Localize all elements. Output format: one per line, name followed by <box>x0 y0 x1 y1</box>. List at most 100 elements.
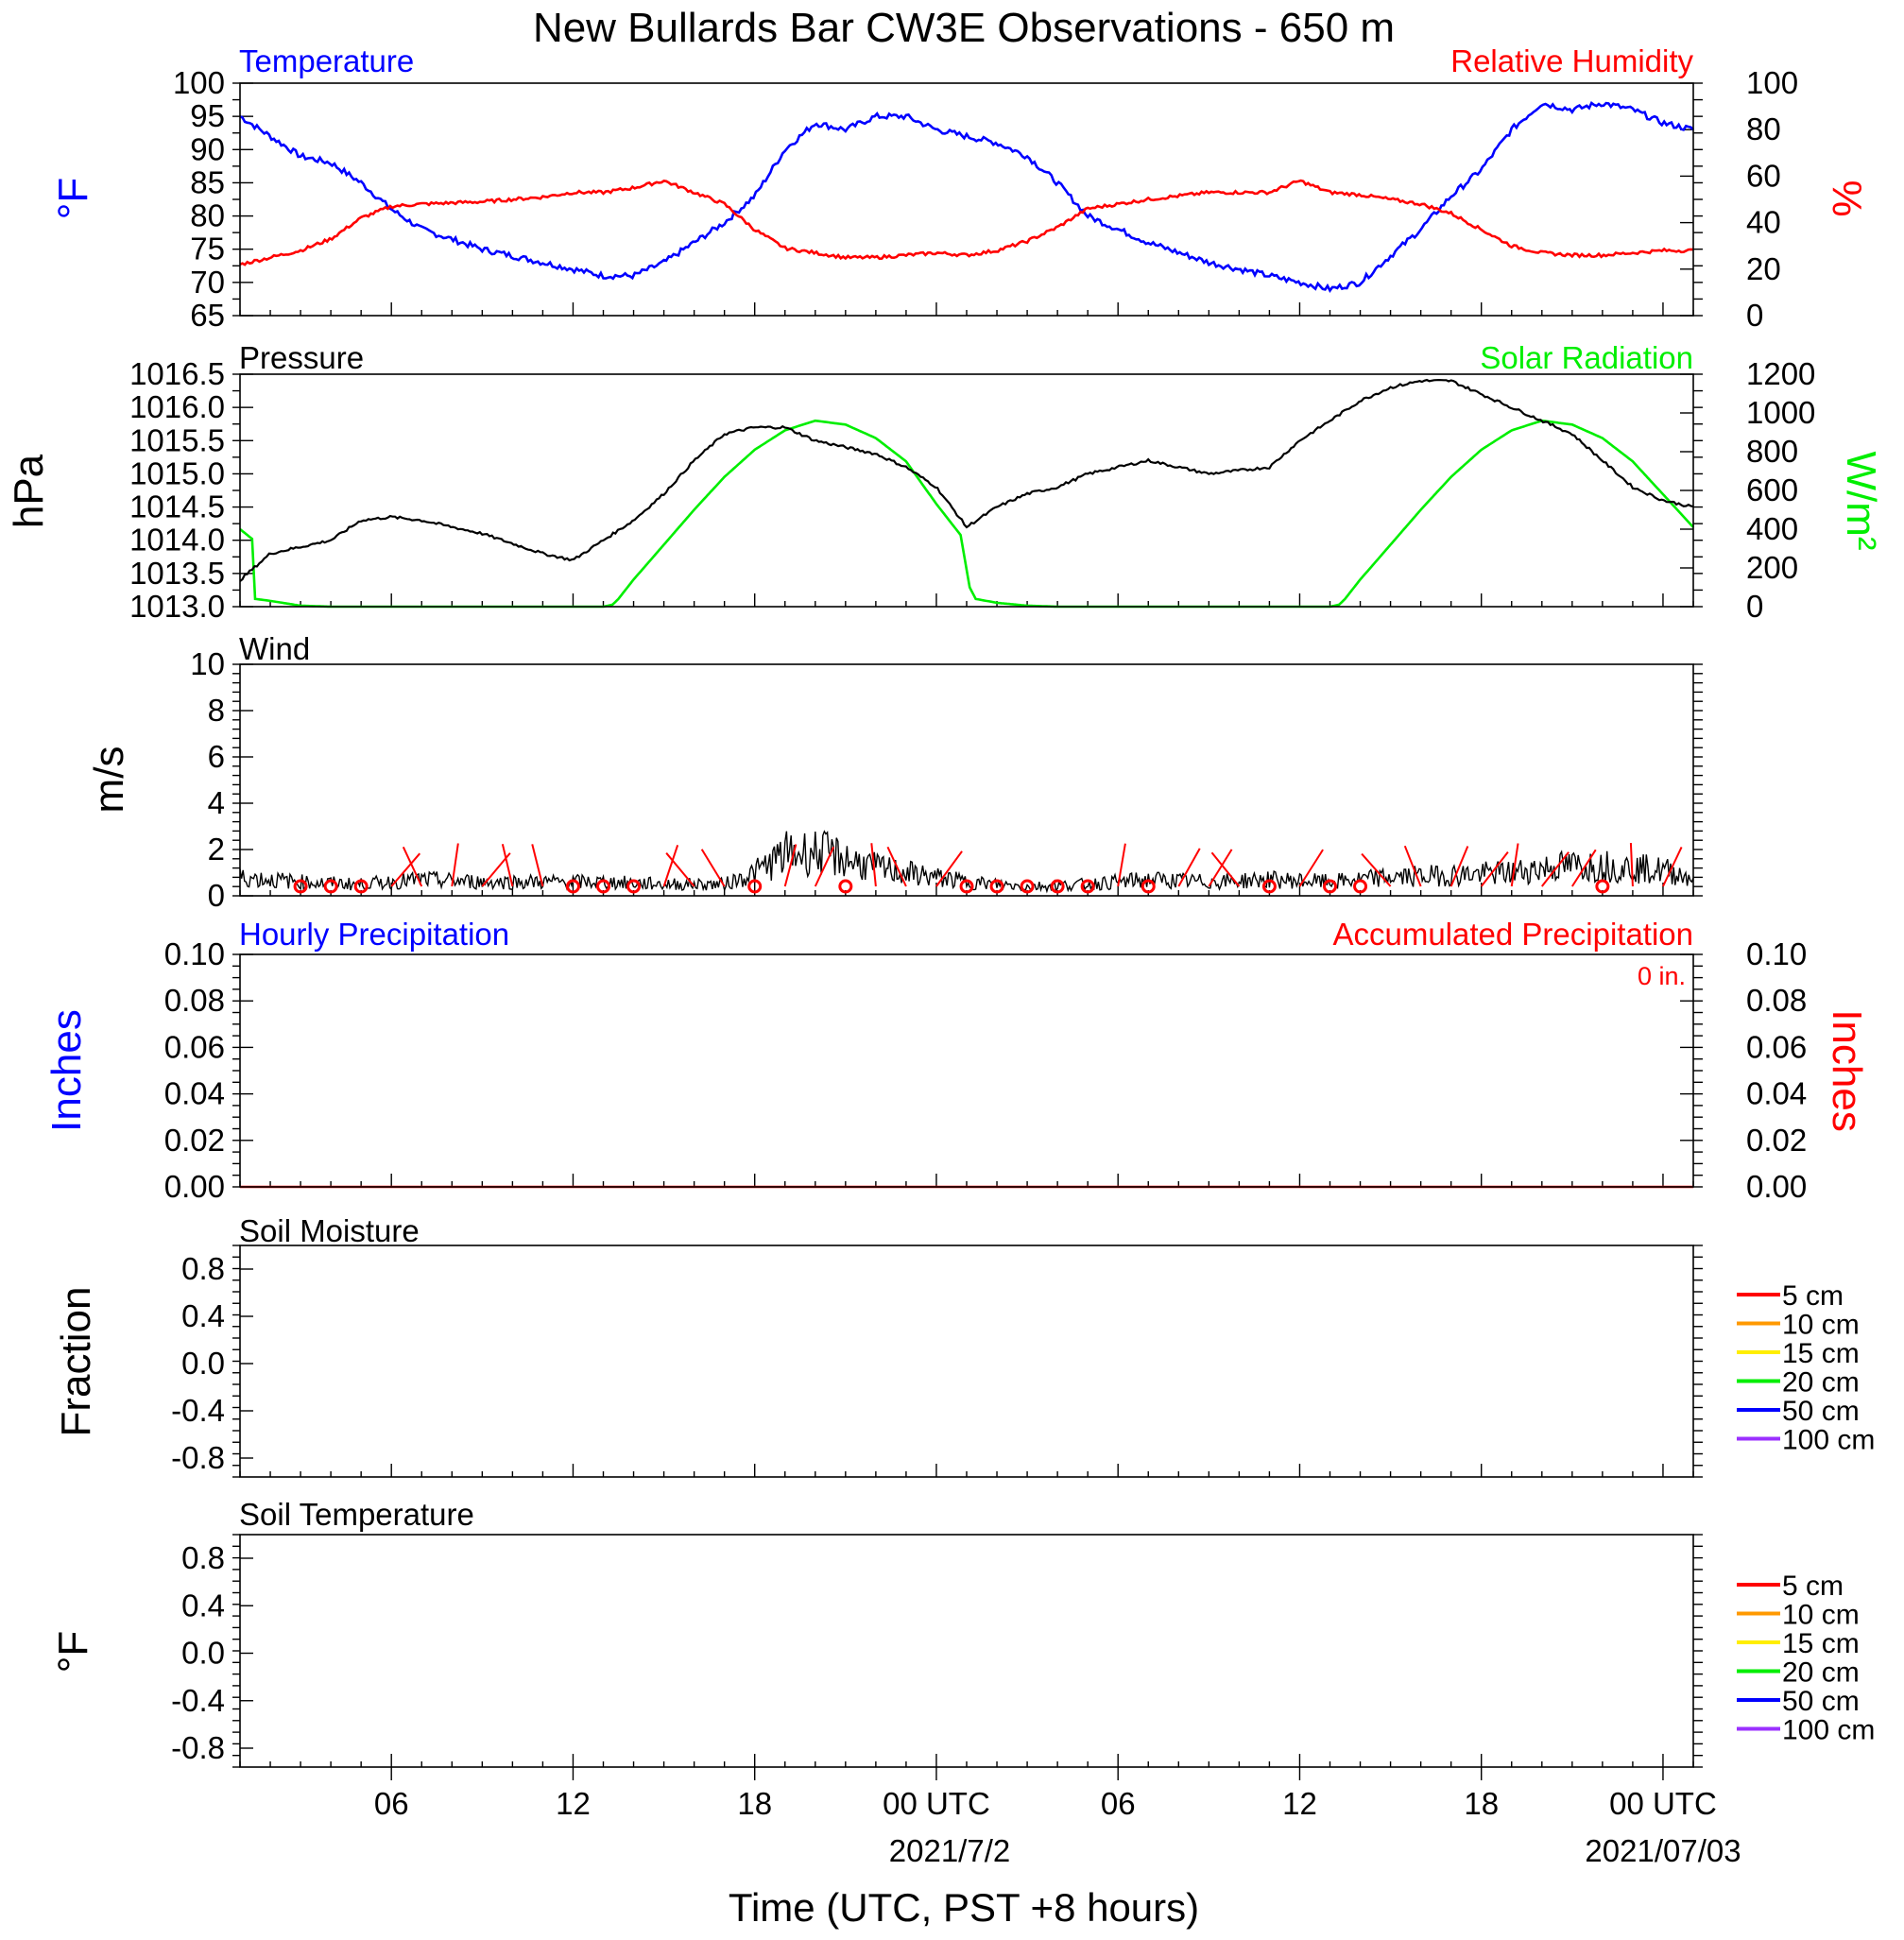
temperature-panel: Temperature Relative Humidity °F % 10095… <box>50 43 1870 333</box>
pressure-tick-label: 1016.0 <box>129 389 225 424</box>
pressure-plot-frame <box>239 373 1694 608</box>
solar-tick-label: 200 <box>1746 550 1798 585</box>
wind-barb <box>1629 843 1634 887</box>
legend-label: 50 cm <box>1782 1686 1860 1717</box>
wind-barb <box>531 844 544 887</box>
legend-label: 10 cm <box>1782 1310 1860 1341</box>
soil-temperature-tick-label: -0.4 <box>171 1683 225 1718</box>
time-axis-label: Time (UTC, PST +8 hours) <box>729 1885 1199 1930</box>
date-label-1: 2021/7/2 <box>889 1833 1010 1868</box>
soil-moisture-tick-label: -0.8 <box>171 1440 225 1475</box>
soil-moisture-plot-frame <box>239 1245 1694 1478</box>
precip-axis-ticks-right: 0.10 0.08 0.06 0.04 0.02 0.00 <box>1680 936 1807 1204</box>
wind-title: Wind <box>239 631 310 666</box>
humidity-tick-label: 20 <box>1746 251 1781 286</box>
solar-ylabel: W/m² <box>1838 451 1884 550</box>
pressure-tick-label: 1014.5 <box>129 489 225 524</box>
precip-right-tick-label: 0.08 <box>1746 983 1807 1018</box>
calm-wind-marker <box>565 879 580 894</box>
calm-wind-marker <box>1323 879 1337 894</box>
soil-moisture-title: Soil Moisture <box>239 1213 420 1248</box>
precip-left-tick-label: 0.00 <box>164 1169 225 1204</box>
wind-tick-label: 0 <box>208 878 225 913</box>
soil-temperature-title: Soil Temperature <box>239 1497 474 1532</box>
time-tick-label: 00 UTC <box>1609 1786 1717 1821</box>
humidity-tick-label: 60 <box>1746 158 1781 193</box>
pressure-panel: Pressure Solar Radiation hPa W/m² 1016.5… <box>6 340 1884 624</box>
temperature-series-line <box>239 101 1694 293</box>
temperature-minor-ticks <box>232 82 1703 317</box>
pressure-ylabel: hPa <box>6 454 52 528</box>
temperature-ylabel: °F <box>50 178 96 219</box>
wind-barb <box>1117 843 1126 887</box>
wind-plot-frame <box>239 663 1694 897</box>
wind-tick-label: 6 <box>208 739 225 774</box>
legend-label: 5 cm <box>1782 1571 1844 1602</box>
wind-barb <box>390 852 421 887</box>
soil-moisture-axis-ticks: 0.8 0.4 0.0 -0.4 -0.8 <box>171 1251 253 1475</box>
wind-barb <box>1449 846 1469 887</box>
wind-panel: Wind m/s 10 8 6 4 2 0 <box>86 631 1703 913</box>
precip-left-tick-label: 0.02 <box>164 1123 225 1158</box>
pressure-series-line <box>239 378 1694 582</box>
soil-temperature-ylabel: °F <box>50 1631 96 1673</box>
soil-temperature-tick-label: 0.0 <box>181 1636 225 1671</box>
pressure-tick-label: 1015.5 <box>129 422 225 457</box>
calm-wind-marker <box>293 879 308 894</box>
pressure-tick-label: 1016.5 <box>129 356 225 391</box>
wind-barb <box>1208 849 1233 887</box>
temperature-tick-label: 100 <box>173 65 225 100</box>
wind-barb <box>1210 851 1241 887</box>
wind-barb <box>1541 851 1570 887</box>
temperature-tick-label: 90 <box>190 131 225 166</box>
time-tick-label: 12 <box>556 1786 591 1821</box>
wind-tick-label: 4 <box>208 785 225 820</box>
wind-barb <box>1662 846 1683 887</box>
wind-barb <box>1403 845 1422 887</box>
temperature-tick-label: 80 <box>190 198 225 233</box>
temperature-tick-label: 75 <box>190 232 225 266</box>
solar-tick-label: 1000 <box>1746 395 1815 430</box>
soil-temperature-tick-label: 0.4 <box>181 1588 225 1622</box>
wind-tick-label: 10 <box>190 646 225 681</box>
calm-wind-marker <box>989 879 1004 894</box>
time-tick-label: 00 UTC <box>883 1786 990 1821</box>
legend-label: 15 cm <box>1782 1628 1860 1659</box>
pressure-tick-label: 1013.5 <box>129 556 225 591</box>
soil-moisture-tick-label: -0.4 <box>171 1393 225 1428</box>
calm-wind-marker <box>626 879 642 894</box>
calm-wind-marker <box>747 879 763 894</box>
calm-wind-marker <box>1353 879 1368 894</box>
temperature-plot-frame <box>239 82 1694 317</box>
wind-ylabel: m/s <box>86 747 132 814</box>
calm-wind-marker <box>838 879 853 894</box>
precip-axis-ticks-left: 0.10 0.08 0.06 0.04 0.02 0.00 <box>164 936 253 1204</box>
wind-barb <box>783 844 798 887</box>
accum-precip-total: 0 in. <box>1638 962 1686 990</box>
pressure-tick-label: 1014.0 <box>129 523 225 558</box>
time-tick-label: 06 <box>1101 1786 1136 1821</box>
calm-wind-marker <box>1050 879 1065 894</box>
wind-barb <box>662 845 679 887</box>
soil-temperature-axis-ticks: 0.8 0.4 0.0 -0.4 -0.8 <box>171 1540 253 1765</box>
precip-left-tick-label: 0.04 <box>164 1076 225 1111</box>
calm-wind-marker <box>1020 879 1035 894</box>
wind-barb <box>935 850 963 887</box>
time-axis-ticks: 06 12 18 00 UTC 06 12 18 00 UTC <box>374 1767 1717 1821</box>
legend-label: 100 cm <box>1782 1715 1875 1746</box>
wind-barbs <box>293 843 1683 894</box>
solar-tick-label: 1200 <box>1746 356 1815 391</box>
humidity-title: Relative Humidity <box>1450 43 1693 78</box>
time-tick-label: 12 <box>1282 1786 1317 1821</box>
solar-series-line <box>239 419 1694 609</box>
precip-right-tick-label: 0.02 <box>1746 1123 1807 1158</box>
precip-minor-ticks <box>232 953 1703 1188</box>
solar-tick-label: 800 <box>1746 434 1798 469</box>
calm-wind-marker <box>1080 879 1095 894</box>
humidity-tick-label: 0 <box>1746 298 1763 333</box>
wind-barb <box>886 846 907 887</box>
wind-minor-ticks <box>232 663 1703 897</box>
